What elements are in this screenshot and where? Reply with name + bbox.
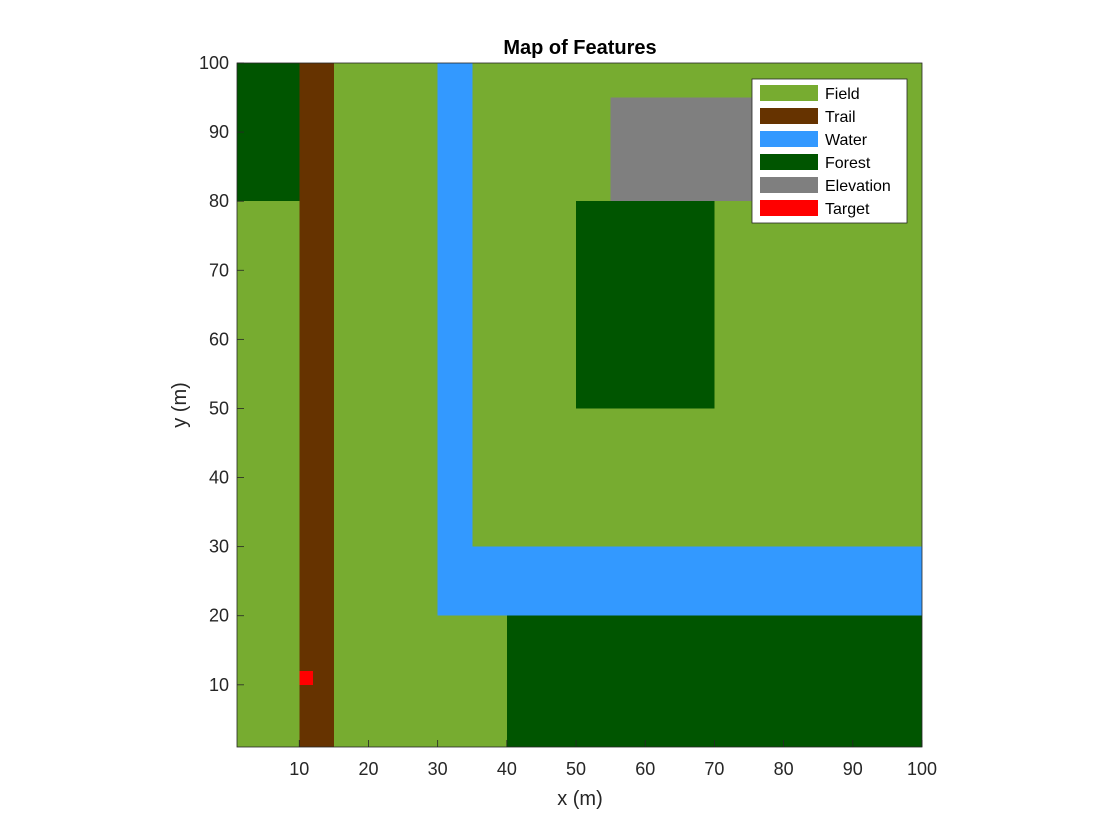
legend-label-target: Target [825, 201, 870, 218]
x-tick-label-80: 80 [774, 759, 794, 779]
legend-box [751, 78, 908, 224]
y-tick-label-30: 30 [209, 537, 229, 557]
x-tick-label-60: 60 [635, 759, 655, 779]
legend: Field Trail Water Forest Elevation Target [751, 78, 908, 224]
legend-swatch-water [760, 131, 818, 147]
y-tick-label-80: 80 [209, 191, 229, 211]
region-forest-5 [576, 201, 715, 409]
legend-swatch-elevation [760, 177, 818, 193]
legend-swatch-target [760, 200, 818, 216]
x-axis-label: x (m) [557, 788, 603, 810]
legend-label-water: Water [825, 132, 868, 149]
legend-swatch-forest [760, 154, 818, 170]
x-tick-label-40: 40 [497, 759, 517, 779]
chart-title: Map of Features [503, 37, 656, 59]
region-trail-1 [299, 63, 334, 747]
region-target-7 [299, 671, 314, 685]
y-tick-label-10: 10 [209, 675, 229, 695]
y-tick-label-40: 40 [209, 468, 229, 488]
x-tick-label-100: 100 [907, 759, 937, 779]
y-tick-label-20: 20 [209, 606, 229, 626]
plot-frame [236, 62, 923, 748]
x-tick-label-20: 20 [358, 759, 378, 779]
y-tick-label-90: 90 [209, 122, 229, 142]
legend-label-field: Field [825, 86, 860, 103]
legend-swatch-field [760, 85, 818, 101]
axis-ticks: 10 20 30 40 50 60 70 80 90 100 10 20 30 40 50 60 70 80 90 1… [199, 53, 937, 779]
legend-label-forest: Forest [825, 155, 871, 172]
y-tick-label-70: 70 [209, 260, 229, 280]
region-forest-0 [237, 63, 300, 202]
y-axis-label: y (m) [169, 382, 191, 428]
y-tick-label-50: 50 [209, 398, 229, 418]
legend-swatch-trail [760, 108, 818, 124]
x-tick-label-90: 90 [843, 759, 863, 779]
y-tick-label-100: 100 [199, 53, 229, 73]
legend-label-trail: Trail [825, 109, 856, 126]
region-water-3 [437, 546, 922, 616]
legend-label-elevation: Elevation [825, 178, 891, 195]
region-forest-6 [506, 615, 922, 747]
region-water-2 [437, 63, 473, 616]
x-tick-label-30: 30 [428, 759, 448, 779]
x-tick-label-70: 70 [704, 759, 724, 779]
x-tick-label-50: 50 [566, 759, 586, 779]
x-tick-label-10: 10 [289, 759, 309, 779]
y-tick-label-60: 60 [209, 329, 229, 349]
